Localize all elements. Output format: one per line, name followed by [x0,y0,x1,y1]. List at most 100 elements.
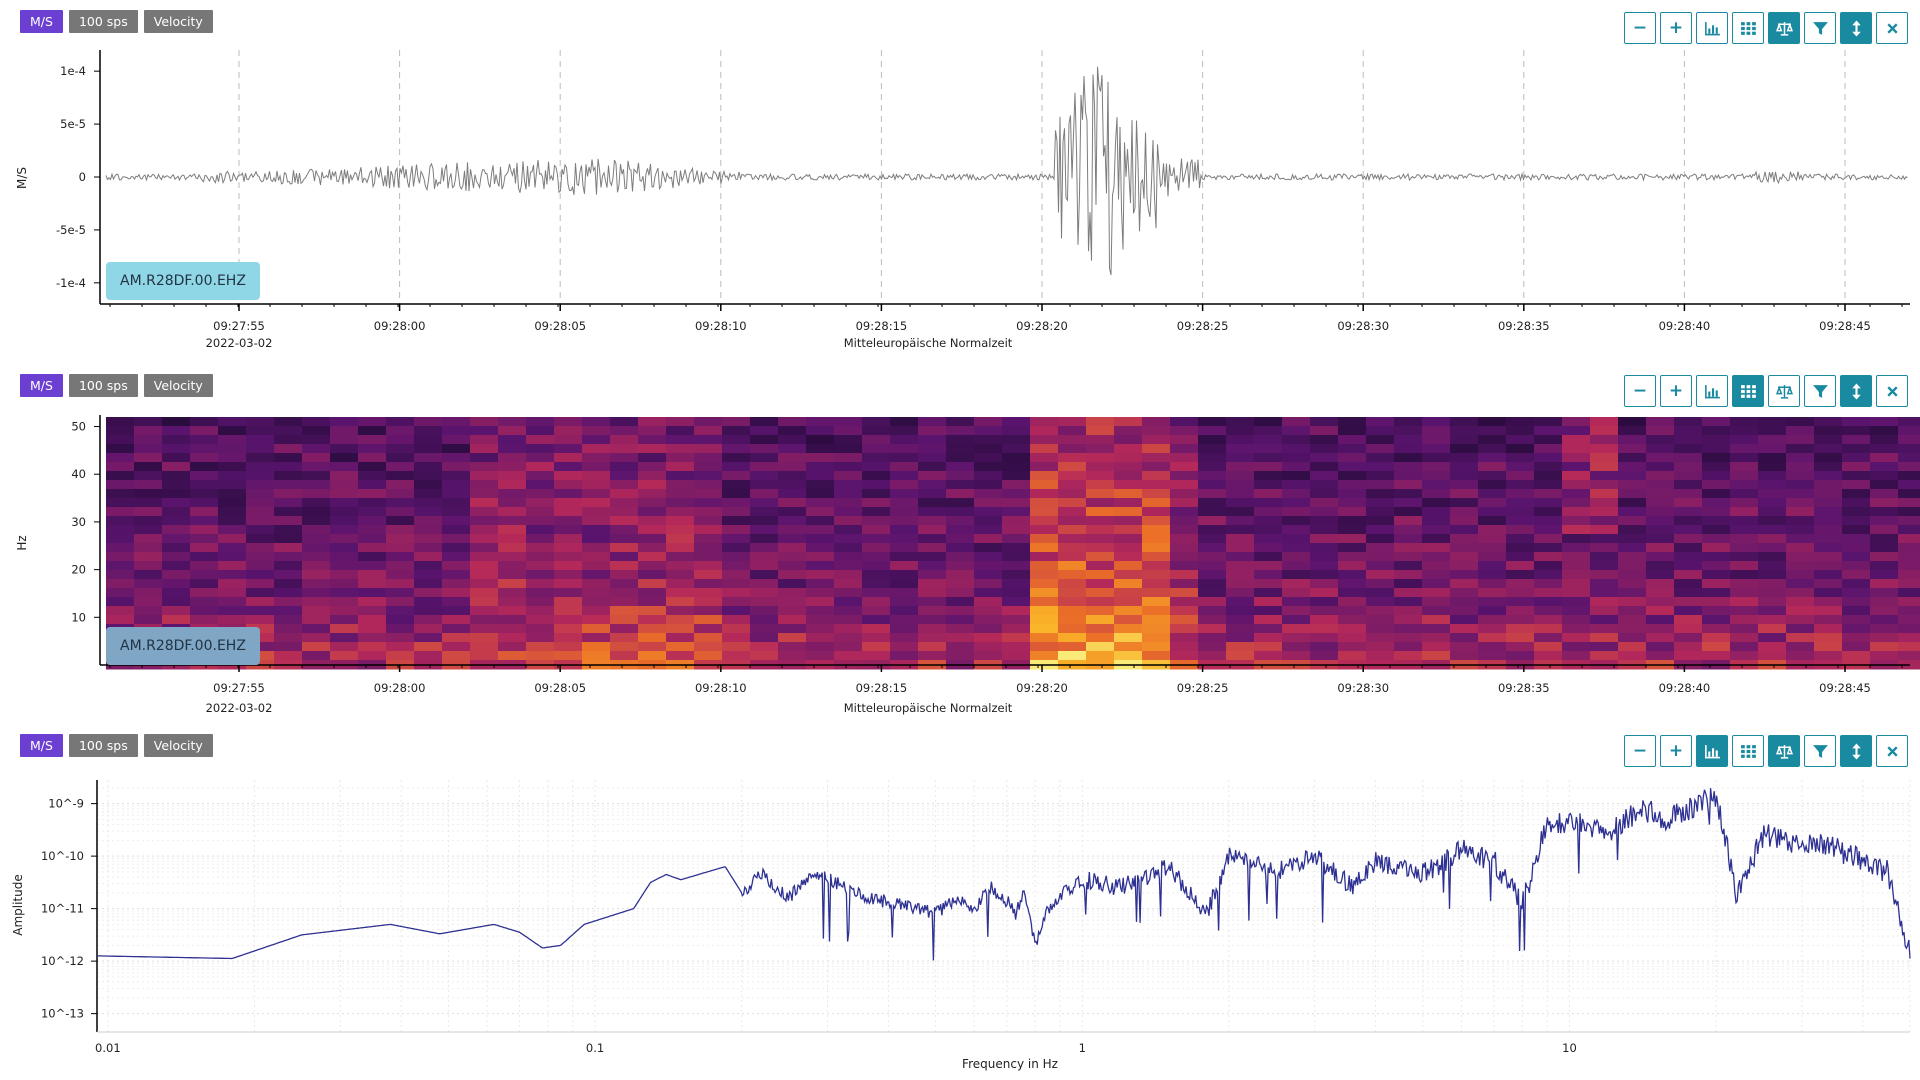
spectrogram-cell [1478,651,1507,661]
spectrogram-cell [526,516,555,526]
data-type-badge[interactable]: Velocity [143,734,213,757]
balance-scale-button[interactable] [1768,735,1800,767]
spectrogram-cell [274,462,303,472]
spectrogram-cell [1338,498,1367,508]
spectrogram-cell [862,606,891,616]
spectrogram-cell [330,615,359,625]
spectrogram-cell [442,624,471,634]
sample-rate-badge[interactable]: 100 sps [68,10,138,33]
spectrogram-cell [1282,525,1311,535]
spectrogram-cell [554,588,583,598]
zoom-out-button[interactable]: − [1624,12,1656,44]
station-chip[interactable]: AM.R28DF.00.EHZ [106,262,260,300]
spectrogram-cell [1226,561,1255,571]
grid-button[interactable] [1732,375,1764,407]
zoom-out-button[interactable]: − [1624,375,1656,407]
spectrogram-cell [1422,507,1451,517]
zoom-in-button[interactable]: + [1660,375,1692,407]
close-button[interactable] [1876,12,1908,44]
spectrogram-cell [1338,471,1367,481]
station-chip[interactable]: AM.R28DF.00.EHZ [106,627,260,665]
spectrogram-cell [386,507,415,517]
spectrogram-cell [750,588,779,598]
bar-chart-button[interactable] [1696,735,1728,767]
spectrogram-cell [1058,651,1087,661]
spectrogram-cell [610,417,639,427]
spectrogram-cell [470,606,499,616]
spectrogram-cell [1142,570,1171,580]
unit-badge[interactable]: M/S [20,10,63,33]
spectrogram-cell [1674,462,1703,472]
spectrogram-cell [1198,561,1227,571]
spectrogram-cell [750,471,779,481]
spectrogram-cell [722,633,751,643]
spectrogram-cell [386,606,415,616]
spectrogram-cell [1562,597,1591,607]
spectrogram-cell [190,498,219,508]
spectrogram-cell [1030,570,1059,580]
spectrogram-cell [666,615,695,625]
sample-rate-badge[interactable]: 100 sps [68,374,138,397]
spectrogram-cell [218,606,247,616]
spectrogram-cell [778,426,807,436]
spectrogram-cell [1674,615,1703,625]
close-button[interactable] [1876,735,1908,767]
zoom-in-button[interactable]: + [1660,735,1692,767]
bar-chart-button[interactable] [1696,375,1728,407]
vertical-expand-button[interactable] [1840,735,1872,767]
unit-badge[interactable]: M/S [20,734,63,757]
spectrogram-cell [1814,507,1843,517]
data-type-badge[interactable]: Velocity [143,374,213,397]
spectrogram-cell [1758,516,1787,526]
zoom-out-button[interactable]: − [1624,735,1656,767]
vertical-expand-button[interactable] [1840,12,1872,44]
spectrogram-cell [498,543,527,553]
spectrogram-cell [1478,507,1507,517]
spectrogram-cell [1590,642,1619,652]
spectrogram-cell [386,543,415,553]
spectrogram-cell [1282,453,1311,463]
spectrogram-cell [638,624,667,634]
spectrogram-cell [1534,462,1563,472]
filter-button[interactable] [1804,735,1836,767]
spectrogram-cell [414,651,443,661]
zoom-in-button[interactable]: + [1660,12,1692,44]
sample-rate-badge[interactable]: 100 sps [68,734,138,757]
spectrogram-cell [1422,489,1451,499]
zoom-out-icon: − [1632,381,1648,401]
spectrogram-cell [1170,642,1199,652]
spectrogram-cell [246,471,275,481]
spectrogram-cell [1282,615,1311,625]
spectrogram-cell [1282,417,1311,427]
vertical-expand-button[interactable] [1840,375,1872,407]
spectrogram-cell [1618,444,1647,454]
close-button[interactable] [1876,375,1908,407]
balance-scale-button[interactable] [1768,375,1800,407]
spectrogram-cell [666,534,695,544]
spectrogram-cell [190,426,219,436]
waveform-plot[interactable]: 1e-45e-50-5e-5-1e-4 09:27:55 09:28:00 09:2… [0,0,1920,355]
spectrogram-cell [162,525,191,535]
unit-badge[interactable]: M/S [20,374,63,397]
spectrogram-cell [1506,642,1535,652]
spectrogram-cell [1450,534,1479,544]
spectrogram-cell [218,579,247,589]
spectrogram-cell [302,615,331,625]
spectrogram-cell [1422,597,1451,607]
spectrogram-cell [1002,606,1031,616]
spectrogram-cell [1282,579,1311,589]
filter-button[interactable] [1804,12,1836,44]
bar-chart-button[interactable] [1696,12,1728,44]
spectrogram-cell [778,624,807,634]
grid-button[interactable] [1732,735,1764,767]
spectrogram-cell [554,516,583,526]
spectrogram-cell [162,462,191,472]
data-type-badge[interactable]: Velocity [143,10,213,33]
spectrogram-cell [1814,570,1843,580]
balance-scale-button[interactable] [1768,12,1800,44]
spectrogram-cell [554,498,583,508]
grid-button[interactable] [1732,12,1764,44]
filter-button[interactable] [1804,375,1836,407]
